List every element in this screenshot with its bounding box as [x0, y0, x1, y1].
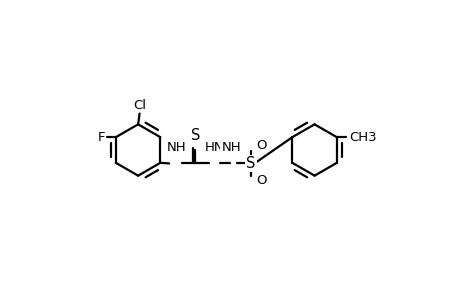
Text: O: O: [256, 140, 266, 152]
Text: HN: HN: [204, 141, 224, 154]
Text: S: S: [246, 156, 255, 171]
Text: S: S: [190, 128, 200, 143]
Text: NH: NH: [221, 141, 241, 154]
Text: F: F: [97, 131, 105, 144]
Text: CH3: CH3: [348, 131, 376, 144]
Text: NH: NH: [166, 141, 186, 154]
Text: O: O: [256, 174, 266, 188]
Text: Cl: Cl: [133, 99, 146, 112]
